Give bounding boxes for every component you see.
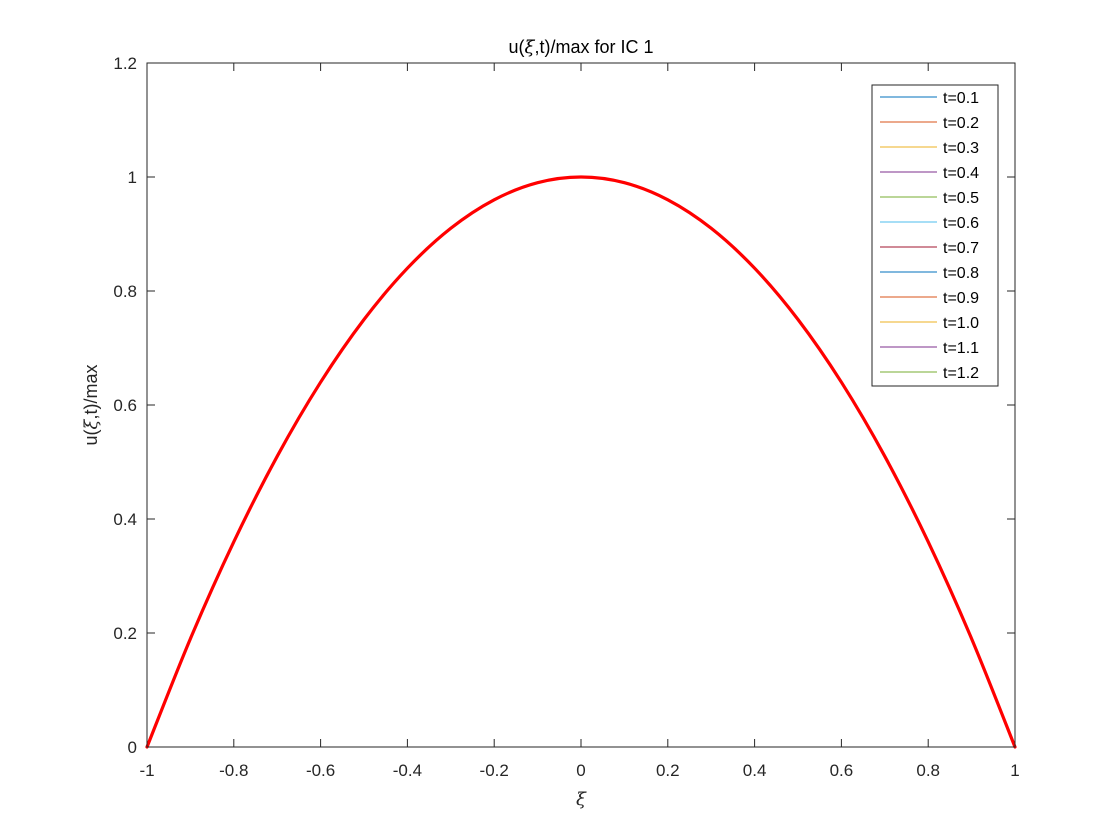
legend-label: t=0.4 xyxy=(943,165,979,182)
title-suffix: ,t)/max for IC 1 xyxy=(534,37,653,57)
legend-item: t=0.8 xyxy=(880,265,979,282)
ylabel-prefix: u( xyxy=(81,429,101,445)
legend-label: t=0.7 xyxy=(943,240,979,257)
x-tick-label: -0.4 xyxy=(393,761,422,780)
x-tick-labels: -1 -0.8 -0.6 -0.4 -0.2 0 0.2 0.4 0.6 0.8 1 xyxy=(139,761,1019,780)
y-axis-label: u(ξ,t)/max xyxy=(81,365,102,446)
legend-item: t=0.4 xyxy=(880,165,979,182)
legend-label: t=0.5 xyxy=(943,190,979,207)
x-tick-label: 0 xyxy=(576,761,585,780)
legend-label: t=0.2 xyxy=(943,115,979,132)
legend-item: t=0.9 xyxy=(880,290,979,307)
x-tick-label: 0.4 xyxy=(743,761,767,780)
legend-item: t=0.3 xyxy=(880,140,979,157)
series-line-overlay xyxy=(145,175,1017,749)
x-tick-label: 1 xyxy=(1010,761,1019,780)
x-tick-label: -0.8 xyxy=(219,761,248,780)
x-tick-label: -1 xyxy=(139,761,154,780)
x-tick-label: -0.2 xyxy=(480,761,509,780)
y-tick-label: 0.6 xyxy=(113,396,137,415)
legend-label: t=0.6 xyxy=(943,215,979,232)
legend-item: t=1.2 xyxy=(880,365,979,382)
legend-box xyxy=(871,84,999,387)
title-prefix: u( xyxy=(509,37,525,57)
legend: t=0.1 t=0.2 t=0.3 t=0.4 t=0.5 t=0.6 t=0.7 t=0.8… xyxy=(871,84,999,387)
title-xi: ξ xyxy=(525,37,536,58)
data-curves xyxy=(145,175,1017,749)
legend-item: t=0.1 xyxy=(880,90,979,107)
legend-label: t=0.3 xyxy=(943,140,979,157)
legend-item: t=1.1 xyxy=(880,340,979,357)
x-axis-label: ξ xyxy=(576,789,587,810)
x-tick-label: 0.2 xyxy=(656,761,680,780)
axes-box xyxy=(146,62,1016,748)
x-tick-label: 0.8 xyxy=(916,761,940,780)
chart-title: u(ξ,t)/max for IC 1 xyxy=(509,37,654,58)
legend-item: t=0.2 xyxy=(880,115,979,132)
legend-label: t=0.9 xyxy=(943,290,979,307)
legend-item: t=1.0 xyxy=(880,315,979,332)
y-tick-label: 1 xyxy=(128,168,137,187)
legend-item: t=0.7 xyxy=(880,240,979,257)
y-tick-label: 1.2 xyxy=(113,54,137,73)
legend-item: t=0.5 xyxy=(880,190,979,207)
y-tick-label: 0.8 xyxy=(113,282,137,301)
x-tick-label: -0.6 xyxy=(306,761,335,780)
legend-label: t=1.0 xyxy=(943,315,979,332)
ylabel-suffix: ,t)/max xyxy=(81,365,101,420)
legend-item: t=0.6 xyxy=(880,215,979,232)
y-tick-label: 0 xyxy=(128,738,137,757)
x-tick-label: 0.6 xyxy=(830,761,854,780)
legend-label: t=1.1 xyxy=(943,340,979,357)
y-tick-label: 0.4 xyxy=(113,510,137,529)
ylabel-xi: ξ xyxy=(81,418,102,429)
y-tick-label: 0.2 xyxy=(113,624,137,643)
legend-label: t=0.8 xyxy=(943,265,979,282)
legend-label: t=1.2 xyxy=(943,365,979,382)
legend-label: t=0.1 xyxy=(943,90,979,107)
y-tick-labels: 0 0.2 0.4 0.6 0.8 1 1.2 xyxy=(113,54,137,757)
